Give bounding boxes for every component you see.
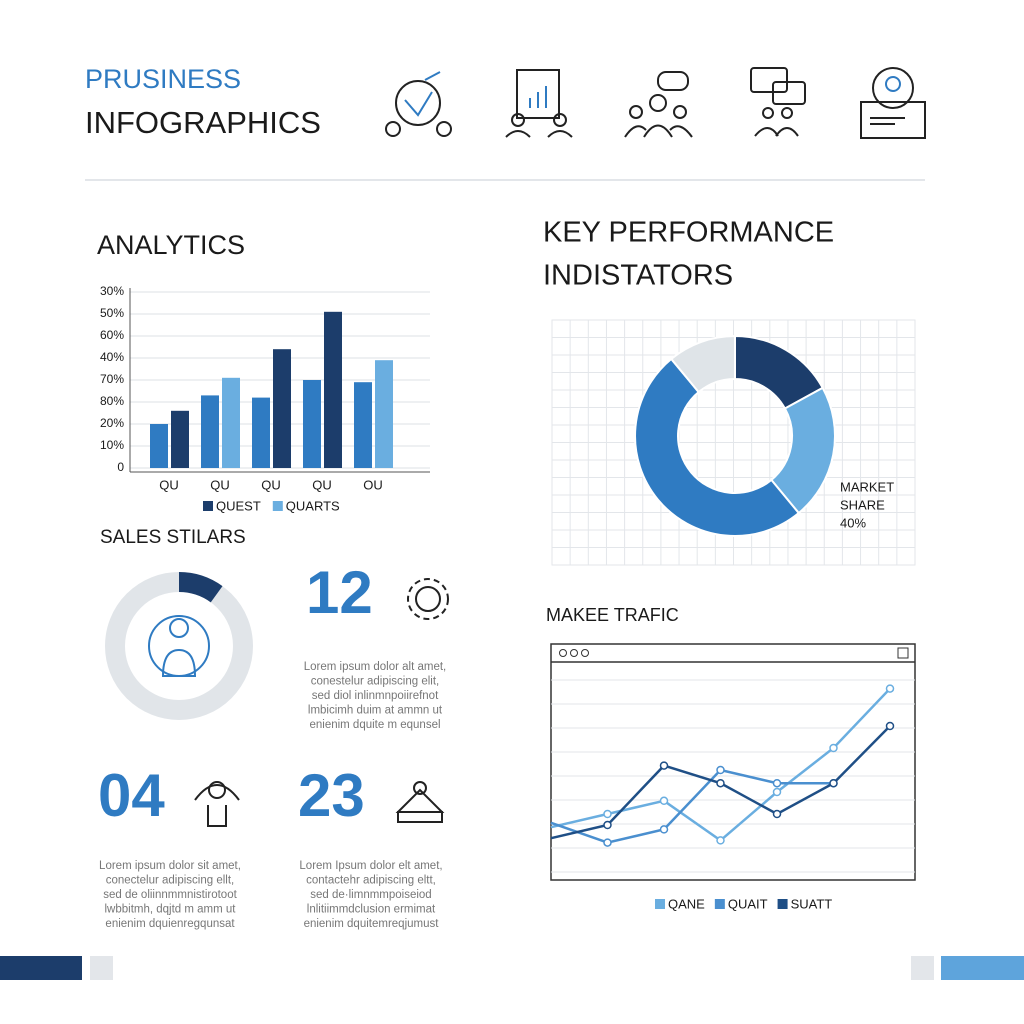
line-point [659,761,669,770]
legend-swatch [203,501,213,511]
legend-label: QUARTS [286,498,340,513]
legend-swatch [272,501,283,511]
window-dot [581,649,589,657]
y-tick-label: 40% [100,350,124,364]
y-tick-label: 20% [100,416,124,430]
line-point [885,721,895,731]
line-point [716,836,725,845]
stat-value: 04 [98,762,165,829]
y-tick-label: 70% [100,372,124,386]
y-tick-label: 10% [100,438,124,452]
line-point [829,743,838,753]
y-tick-label: 50% [100,306,124,320]
sales-title: SALES STILARS [100,527,246,548]
line-point [659,796,669,806]
window-button [897,647,909,659]
window-dot [570,649,578,657]
icons [385,67,926,139]
bar [222,377,240,468]
sales-icons [148,578,449,827]
stat-text: Lorem Ipsum dolor elt amet, [299,860,442,872]
legend-swatch [714,899,725,909]
line-point [829,778,838,788]
pie-slice [669,334,736,394]
progress-arc [179,572,223,603]
bar [201,395,219,468]
line-point [772,809,782,819]
pie-slice [634,357,801,537]
x-tick-label: QU [312,477,332,492]
legend-label: SUATT [791,896,833,911]
line-point [716,778,725,788]
x-tick-label: QU [159,477,179,492]
stat-text: lwbbitmh, dqjtd m amm ut [104,904,236,916]
x-tick-label: OU [363,477,383,492]
chart-title: INDISTATORS [543,260,733,292]
title-top: PRUSINESS [85,64,241,94]
stat-text: sed de·limnmmpoiseiod [310,889,431,901]
stat-text: contactehr adipiscing eltt, [306,875,436,887]
annotation: MARKET [840,479,894,494]
title-bottom: INFOGRAPHICS [85,105,321,140]
line-series [550,768,834,844]
bar [171,410,189,468]
x-tick-label: QU [210,477,230,492]
stat-text: Lorem ipsum dolor sit amet, [99,860,241,872]
footer-bar [941,956,1024,980]
line-point [659,825,669,834]
window-frame [550,643,916,881]
bar [273,349,291,468]
stat-text: sed de oliinnmmnistirotoot [103,889,237,901]
annotation: 40% [840,515,866,530]
line-point [772,787,782,797]
chart-title: KEY PERFORMANCE [543,217,834,249]
legend-swatch [777,899,788,909]
legend-swatch [655,899,665,909]
stat-text: enienim dquienregqunsat [105,918,235,930]
y-tick-label: 60% [100,328,124,342]
y-tick-label: 0 [117,460,124,474]
chart-title: MAKEE TRAFIC [546,605,679,625]
footer-bar [911,956,934,980]
line-point [772,778,782,788]
stat-text: conestelur adipiscing elit, [311,676,440,688]
footer-bar [0,956,82,980]
stat-text: conectelur adipiscing ellt, [106,875,235,887]
bar [324,311,342,468]
bar [375,360,393,468]
line-point [603,820,612,830]
stat-text: enienim dquitemreqjumust [304,918,440,930]
annotation: SHARE [840,497,885,512]
stat-text: Lorem ipsum dolor alt amet, [304,661,447,673]
legend-label: QANE [668,896,705,911]
legend-label: QUEST [216,498,261,513]
x-tick-label: QU [261,477,281,492]
bar [354,382,372,468]
chart-title: ANALYTICS [97,230,245,260]
bar [252,397,270,468]
bar [150,424,168,468]
stat-text: sed diol inlinmnpoiirefnot [312,690,439,702]
line-point [885,684,895,693]
stat-value: 12 [306,559,373,626]
line-point [716,765,725,775]
footer-bar [90,956,113,980]
bar [303,380,321,468]
line-point [603,838,612,847]
stat-text: enienim dquite m equnsel [309,719,440,731]
window-dot [559,649,567,657]
stat-text: lmbicimh duim at ammn ut [308,705,443,717]
y-tick-label: 80% [100,394,124,408]
stat-value: 23 [298,762,365,829]
y-tick-label: 30% [100,284,124,298]
stat-text: lnlitiimmdclusion ermimat [307,904,436,916]
legend-label: QUAIT [728,896,768,911]
line-point [603,809,612,819]
